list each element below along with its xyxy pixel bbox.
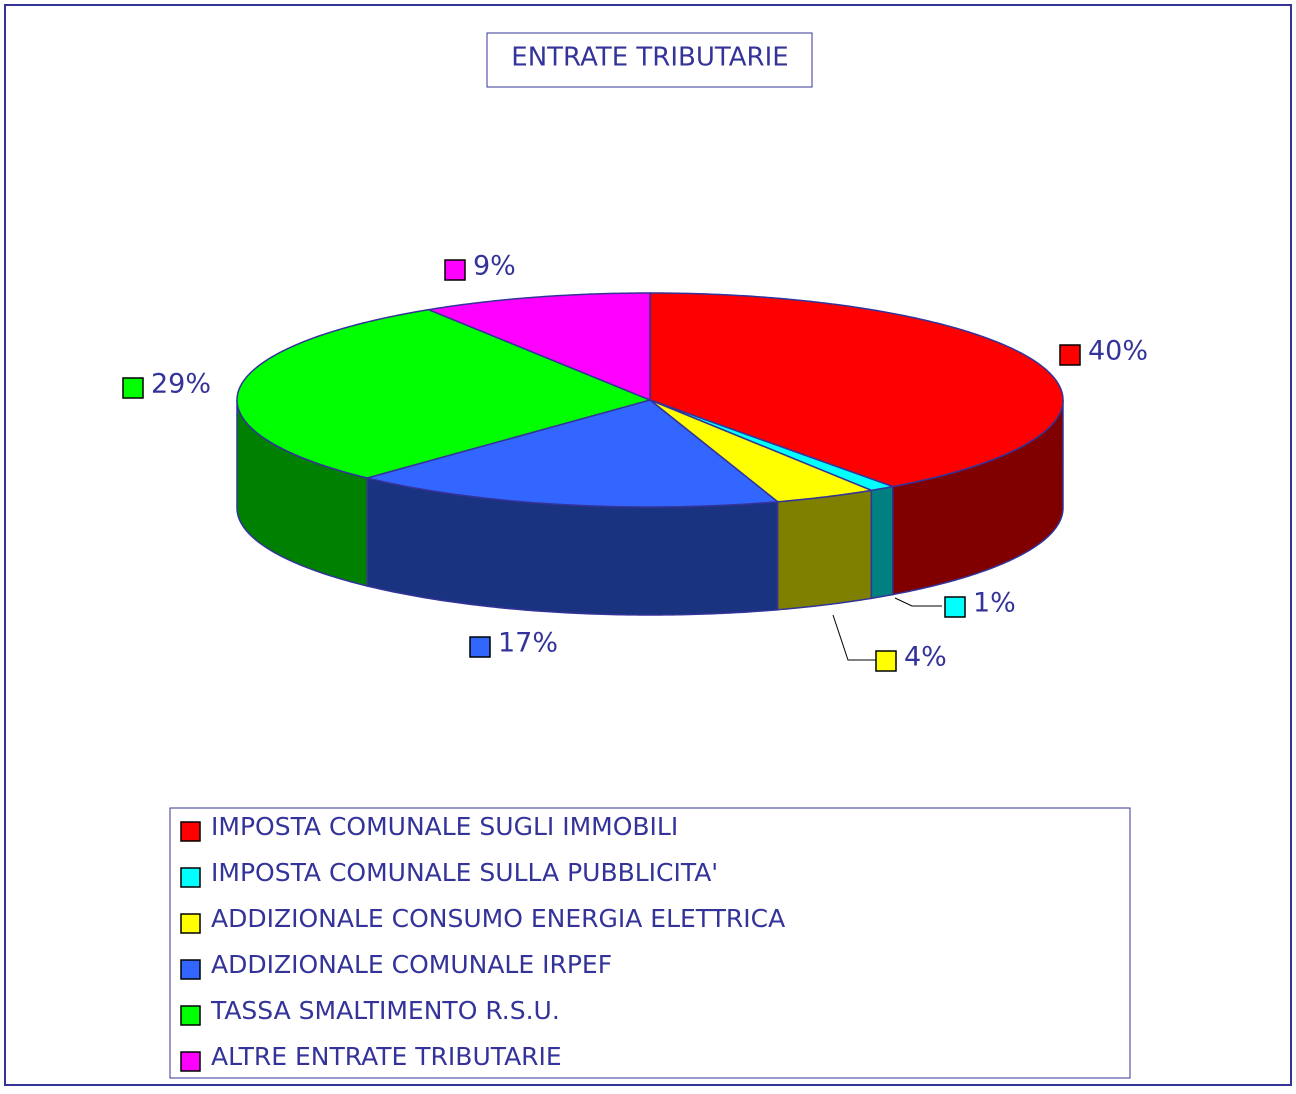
pie-side — [776, 489, 873, 611]
legend-box — [169, 807, 1131, 1079]
label-swatch — [122, 377, 144, 399]
label-swatch — [1059, 344, 1081, 366]
label-swatch — [875, 650, 897, 672]
legend-label: ADDIZIONALE CONSUMO ENERGIA ELETTRICA — [211, 904, 785, 933]
data-label: 9% — [473, 251, 516, 282]
legend-swatch — [180, 1051, 201, 1072]
data-label: 17% — [498, 628, 558, 659]
legend-swatch — [180, 867, 201, 888]
pie-slice — [649, 292, 1064, 488]
data-label: 40% — [1088, 336, 1148, 367]
pie-slice — [649, 399, 896, 492]
legend-swatch — [180, 913, 201, 934]
pie-slice — [364, 399, 780, 508]
data-label: 1% — [973, 588, 1016, 619]
legend-swatch — [180, 959, 201, 980]
legend-label: IMPOSTA COMUNALE SULLA PUBBLICITA' — [211, 858, 718, 887]
leader-line — [832, 614, 876, 661]
label-swatch — [444, 259, 466, 281]
label-swatch — [944, 596, 966, 618]
pie-slice — [649, 399, 875, 503]
chart-title: ENTRATE TRIBUTARIE — [511, 43, 788, 73]
legend-swatch — [180, 821, 201, 842]
title-box — [486, 32, 813, 88]
legend-label: TASSA SMALTIMENTO R.S.U. — [210, 996, 560, 1025]
legend-label: ADDIZIONALE COMUNALE IRPEF — [211, 950, 612, 979]
data-label: 29% — [151, 369, 211, 400]
leader-line — [894, 597, 942, 607]
data-label: 4% — [904, 642, 947, 673]
pie-slice — [425, 292, 651, 402]
label-swatch — [469, 636, 491, 658]
legend-swatch — [180, 1005, 201, 1026]
legend-label: IMPOSTA COMUNALE SUGLI IMMOBILI — [211, 812, 678, 841]
pie-side — [870, 485, 894, 600]
legend-label: ALTRE ENTRATE TRIBUTARIE — [211, 1042, 562, 1071]
pie-slice — [236, 308, 653, 479]
